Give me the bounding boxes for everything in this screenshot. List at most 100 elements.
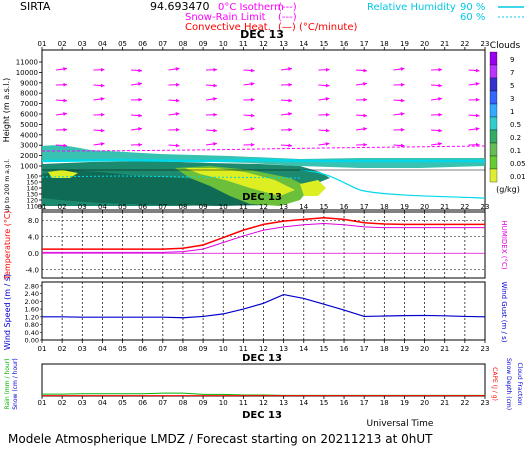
wind-arrow-head — [475, 82, 480, 86]
wind-arrow-head — [250, 82, 255, 86]
colorbar-label: 9 — [510, 56, 514, 64]
hour-label: 10 — [219, 203, 228, 211]
hour-label: 09 — [199, 203, 208, 211]
hour-label: 09 — [199, 40, 208, 48]
wind-y-tick-label: 2.80 — [25, 282, 39, 290]
hour-label: 06 — [138, 345, 147, 353]
hour-label: 02 — [58, 345, 67, 353]
hour-label: 23 — [481, 40, 490, 48]
precip-panel: Rain (mm / hour) Snow (cm / hour) CAPE (… — [4, 358, 523, 410]
mid-hour-axis-1: 01 02 03 04 05 06 07 08 09 10 11 12 13 14 15 16 17 18 19 20… — [38, 203, 489, 213]
cloud-layer-yellow — [185, 168, 295, 196]
legend-relative-humidity: Relative Humidity — [367, 2, 456, 13]
wind-arrow-head — [400, 98, 405, 103]
legend-snow-rain-sym: (---) — [278, 12, 297, 23]
wind-arrow-head — [438, 112, 442, 117]
clouds-ylabel-low: Up to 200 m a.g.l. — [4, 159, 11, 213]
hour-label: 03 — [78, 203, 87, 211]
hour-label: 23 — [481, 399, 490, 407]
colorbar-swatch — [489, 64, 498, 79]
wind-arrow-head — [288, 98, 292, 103]
wind-arrow-head — [400, 112, 405, 116]
wind-arrow-head — [363, 97, 367, 102]
wind-arrow-head — [400, 143, 405, 148]
hour-label: 19 — [400, 345, 409, 353]
colorbar-swatch — [489, 103, 498, 118]
hour-label: 21 — [440, 345, 449, 353]
hour-label: 13 — [279, 399, 288, 407]
wind-arrow-head — [400, 127, 405, 132]
gust-ylabel: Wind Gust (m / s) — [500, 281, 508, 342]
clouds-y-axis: 11000 10000 9000 8000 7000 6000 5000 4000 3000 20… — [16, 59, 42, 211]
hour-label: 05 — [118, 203, 127, 211]
hour-label: 19 — [400, 203, 409, 211]
wind-arrow-head — [363, 68, 367, 73]
hour-label: 17 — [360, 399, 369, 407]
wind-arrow-head — [438, 97, 442, 101]
hour-label: 03 — [78, 345, 87, 353]
clouds-y-tick-label: 9000 — [20, 79, 38, 87]
temp-y-tick-label: 4.0 — [28, 233, 39, 241]
clouds-colorbar: Clouds 9 7 5 3 1 0.5 0.2 0.1 0.05 0.01 (g/kg) — [490, 41, 526, 194]
colorbar-swatch — [489, 77, 498, 92]
wind-arrow-head — [475, 97, 480, 102]
colorbar-swatch — [489, 51, 498, 66]
hour-label: 15 — [319, 399, 328, 407]
rh-90-line — [41, 158, 485, 163]
hour-label: 01 — [38, 203, 47, 211]
temp-y-tick-label: -4.0 — [25, 266, 39, 274]
clouds-y-tick-label-low: 110 — [27, 204, 39, 211]
caption: Modele Atmospherique LMDZ / Forecast sta… — [8, 432, 433, 446]
temperature-series — [42, 217, 485, 254]
wind-arrow-head — [325, 112, 330, 117]
cloud-fraction-ylabel: Cloud Fraction — [516, 363, 523, 406]
hour-label: 18 — [380, 399, 389, 407]
hour-label: 07 — [158, 40, 167, 48]
wind-arrow-head — [213, 112, 217, 117]
clouds-y-tick-label: 2000 — [20, 152, 38, 160]
legend-zero-isotherm-sym: (---) — [278, 2, 297, 13]
hour-label: 17 — [360, 345, 369, 353]
hour-label: 23 — [481, 345, 490, 353]
wind-arrow-head — [138, 68, 142, 73]
header: SIRTA 94.693470 0°C Isotherm (---) Snow-… — [20, 0, 524, 33]
rh-60-line — [299, 169, 486, 199]
wind-arrow-head — [363, 82, 367, 86]
wind-arrow-head — [475, 68, 480, 73]
wind-arrow-head — [325, 67, 330, 72]
station-name: SIRTA — [20, 0, 51, 13]
hour-label: 12 — [259, 345, 268, 353]
wind-arrow-head — [100, 67, 105, 72]
wind-speed-line — [42, 293, 486, 319]
date-label-low: DEC 13 — [242, 353, 282, 364]
hour-label: 18 — [380, 40, 389, 48]
hour-label: 04 — [98, 345, 107, 353]
legend-snow-rain: Snow-Rain Limit — [185, 12, 266, 23]
hour-label: 14 — [299, 40, 308, 48]
clouds-y-tick-label: 5000 — [20, 121, 38, 129]
precip-series — [42, 392, 485, 397]
colorbar-swatch — [489, 90, 498, 105]
wind-arrow-head — [63, 143, 67, 148]
wind-arrow-head — [175, 127, 180, 132]
wind-arrow-head — [250, 113, 255, 118]
wind-arrow-head — [250, 68, 255, 73]
wind-arrow-head — [325, 83, 330, 88]
wind-arrow-head — [363, 127, 367, 131]
wind-y-tick-label: 2.40 — [25, 290, 39, 298]
hour-label: 16 — [340, 203, 349, 211]
hour-label: 10 — [219, 345, 228, 353]
hour-label: 08 — [178, 345, 187, 353]
hour-label: 22 — [460, 345, 469, 353]
wind-arrow-head — [438, 83, 442, 88]
hour-label: 21 — [440, 40, 449, 48]
legend-convective-heat: Convective Heat. — [185, 22, 271, 33]
wind-y-tick-label: 1.60 — [25, 306, 39, 314]
hour-label: 06 — [138, 399, 147, 407]
wind-arrow-head — [325, 128, 330, 133]
wind-arrow-head — [100, 112, 105, 117]
hour-label: 11 — [239, 399, 248, 407]
wind-arrow-head — [288, 112, 292, 116]
hour-label: 21 — [440, 399, 449, 407]
